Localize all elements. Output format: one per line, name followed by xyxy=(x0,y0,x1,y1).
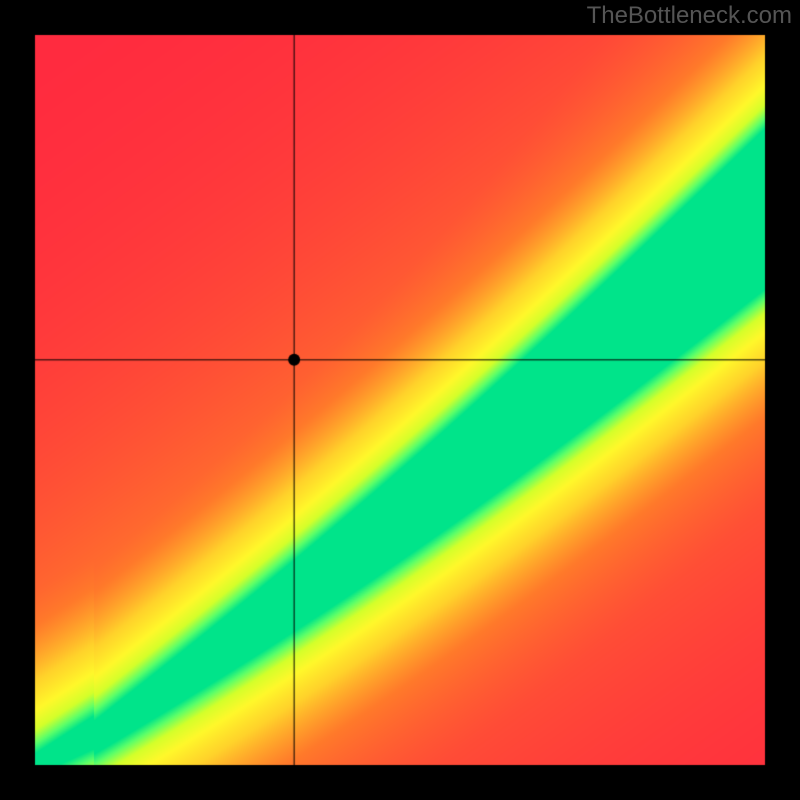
heatmap-canvas xyxy=(0,0,800,800)
chart-container: TheBottleneck.com xyxy=(0,0,800,800)
watermark-text: TheBottleneck.com xyxy=(587,2,792,30)
